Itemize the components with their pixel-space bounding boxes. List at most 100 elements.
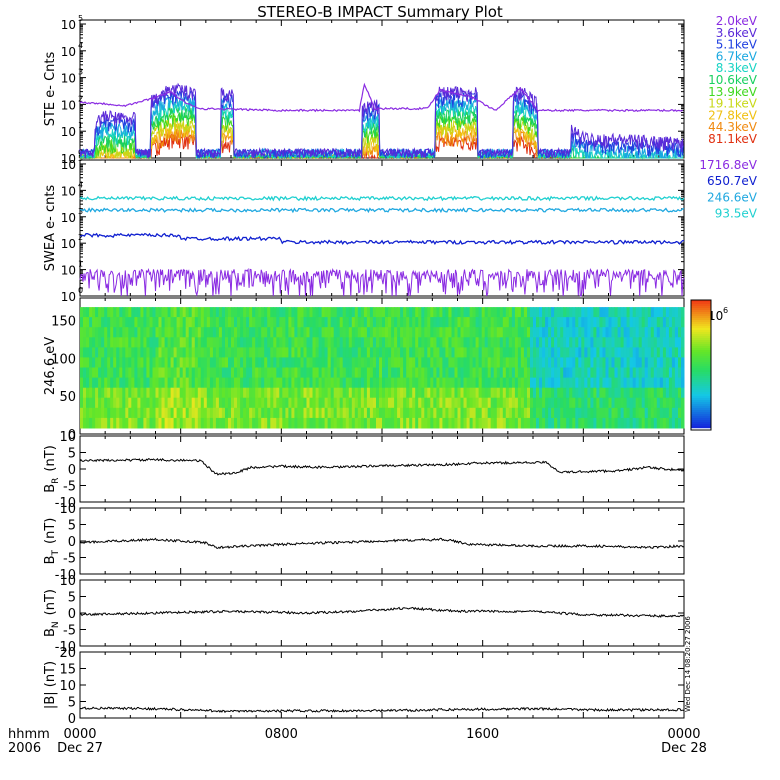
heatmap-cell — [357, 327, 362, 338]
heatmap-cell — [665, 307, 670, 318]
heatmap-cell — [330, 387, 335, 399]
heatmap-cell — [487, 417, 492, 429]
heatmap-cell — [155, 387, 159, 399]
heatmap-cell — [357, 397, 362, 409]
heatmap-cell — [83, 317, 87, 328]
heatmap-cell — [228, 337, 232, 348]
heatmap-cell — [155, 417, 159, 429]
heatmap-cell — [255, 307, 259, 318]
heatmap-cell — [632, 307, 637, 318]
heatmap-cell — [149, 347, 153, 358]
heatmap-cell — [590, 397, 594, 409]
heatmap-cell — [86, 357, 90, 368]
heatmap-cell — [188, 307, 193, 318]
heatmap-cell — [140, 417, 144, 429]
heatmap-cell — [351, 347, 356, 358]
heatmap-cell — [225, 387, 229, 399]
heatmap-cell — [95, 317, 99, 328]
y-tick-label-exponent: 0 — [78, 286, 83, 295]
heatmap-cell — [439, 327, 443, 338]
heatmap-cell — [656, 407, 661, 419]
heatmap-cell — [587, 347, 591, 358]
heatmap-cell — [566, 337, 570, 348]
heatmap-cell — [514, 347, 519, 358]
heatmap-cell — [496, 407, 501, 419]
heatmap-cell — [324, 307, 329, 318]
heatmap-cell — [681, 337, 685, 348]
heatmap-cell — [134, 327, 138, 338]
heatmap-cell — [508, 387, 513, 399]
heatmap-cell — [89, 417, 93, 429]
heatmap-cell — [457, 417, 461, 429]
heatmap-cell — [149, 357, 153, 368]
heatmap-cell — [403, 327, 407, 338]
heatmap-cell — [421, 367, 425, 379]
heatmap-cell — [421, 317, 425, 328]
y-axis-title: 246.6 eV — [43, 337, 58, 395]
heatmap-cell — [351, 417, 356, 429]
heatmap-cell — [203, 347, 208, 358]
heatmap-cell — [348, 367, 353, 379]
heatmap-cell — [221, 317, 226, 328]
heatmap-cell — [194, 357, 199, 368]
heatmap-cell — [508, 337, 513, 348]
heatmap-cell — [436, 337, 440, 348]
heatmap-cell — [457, 407, 461, 419]
heatmap-cell — [125, 367, 129, 379]
heatmap-cell — [406, 327, 410, 338]
swea-legend-1716.8eV: 1716.8eV — [699, 158, 757, 172]
heatmap-cell — [376, 367, 380, 379]
y-tick-label: 10 — [61, 72, 76, 86]
heatmap-cell — [137, 317, 141, 328]
heatmap-cell — [505, 367, 510, 379]
heatmap-cell — [590, 407, 594, 419]
heatmap-cell — [98, 397, 102, 409]
heatmap-cell — [366, 397, 371, 409]
heatmap-cell — [584, 387, 588, 399]
heatmap-cell — [357, 367, 362, 379]
heatmap-cell — [369, 337, 374, 348]
heatmap-cell — [493, 407, 498, 419]
heatmap-cell — [376, 417, 380, 429]
heatmap-cell — [89, 397, 93, 409]
heatmap-cell — [318, 347, 323, 358]
heatmap-cell — [508, 377, 513, 389]
heatmap-cell — [611, 397, 615, 409]
heatmap-cell — [363, 367, 368, 379]
heatmap-cell — [360, 357, 365, 368]
heatmap-cell — [167, 367, 172, 379]
heatmap-cell — [469, 317, 474, 328]
heatmap-cell — [366, 387, 371, 399]
heatmap-cell — [382, 327, 386, 338]
heatmap-cell — [306, 317, 310, 328]
heatmap-cell — [170, 387, 175, 399]
heatmap-cell — [321, 377, 326, 389]
heatmap-cell — [581, 327, 585, 338]
heatmap-cell — [182, 377, 187, 389]
heatmap-cell — [514, 337, 519, 348]
heatmap-cell — [508, 307, 513, 318]
heatmap-cell — [487, 407, 492, 419]
heatmap-cell — [339, 377, 344, 389]
heatmap-cell — [161, 367, 165, 379]
heatmap-cell — [430, 387, 434, 399]
heatmap-cell — [475, 337, 480, 348]
heatmap-cell — [424, 377, 428, 389]
heatmap-cell — [569, 327, 573, 338]
heatmap-cell — [602, 317, 606, 328]
heatmap-cell — [478, 397, 483, 409]
heatmap-cell — [83, 337, 87, 348]
heatmap-cell — [394, 407, 398, 419]
heatmap-cell — [439, 377, 443, 389]
heatmap-cell — [182, 407, 187, 419]
heatmap-cell — [336, 417, 341, 429]
heatmap-cell — [137, 357, 141, 368]
heatmap-cell — [170, 357, 175, 368]
heatmap-cell — [134, 367, 138, 379]
heatmap-cell — [560, 397, 564, 409]
heatmap-cell — [372, 347, 377, 358]
heatmap-cell — [530, 387, 534, 399]
heatmap-cell — [412, 317, 416, 328]
heatmap-cell — [418, 387, 422, 399]
heatmap-cell — [273, 337, 277, 348]
